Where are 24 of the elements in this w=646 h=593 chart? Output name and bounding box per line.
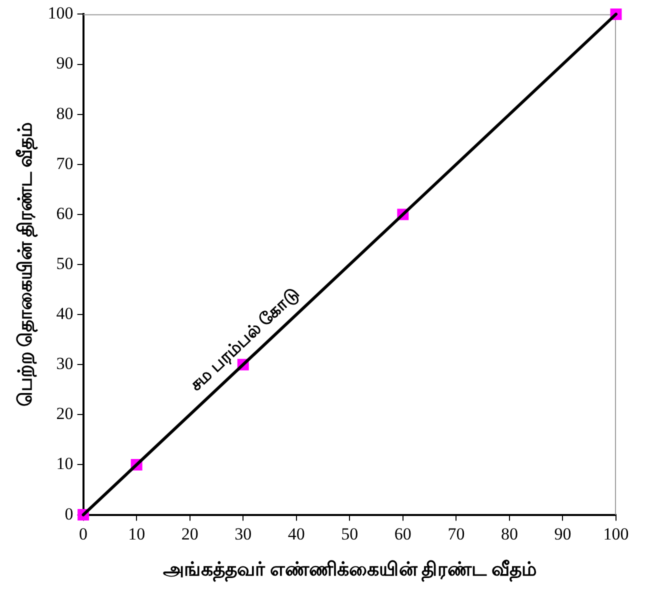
x-tick-label: 90 xyxy=(554,524,572,544)
x-tick-label: 100 xyxy=(603,524,629,544)
x-tick-label: 60 xyxy=(394,524,412,544)
y-axis-title: பெற்ற தொகையின் திரண்ட வீதம் xyxy=(15,122,38,407)
x-tick-label: 80 xyxy=(500,524,518,544)
y-tick-label: 30 xyxy=(56,354,74,374)
y-tick-label: 70 xyxy=(56,154,74,173)
y-tick-label: 80 xyxy=(56,104,74,123)
y-tick-label: 90 xyxy=(56,54,74,73)
y-tick-label: 0 xyxy=(64,504,74,524)
x-tick-label: 0 xyxy=(79,524,88,544)
y-tick-label: 100 xyxy=(48,4,74,23)
x-tick-label: 20 xyxy=(181,524,198,544)
y-tick-label: 20 xyxy=(56,404,74,424)
x-tick-label: 50 xyxy=(341,524,358,544)
x-axis-title: அங்கத்தவர் எண்ணிக்கையின் திரண்ட வீதம் xyxy=(163,560,536,583)
y-tick-label: 60 xyxy=(56,204,74,223)
x-tick-label: 70 xyxy=(448,524,465,544)
y-tick-label: 50 xyxy=(56,254,74,273)
x-tick-label: 10 xyxy=(128,524,146,544)
y-tick-label: 10 xyxy=(56,454,74,474)
x-tick-label: 40 xyxy=(288,524,305,544)
x-tick-label: 30 xyxy=(234,524,252,544)
y-tick-label: 40 xyxy=(56,304,74,324)
